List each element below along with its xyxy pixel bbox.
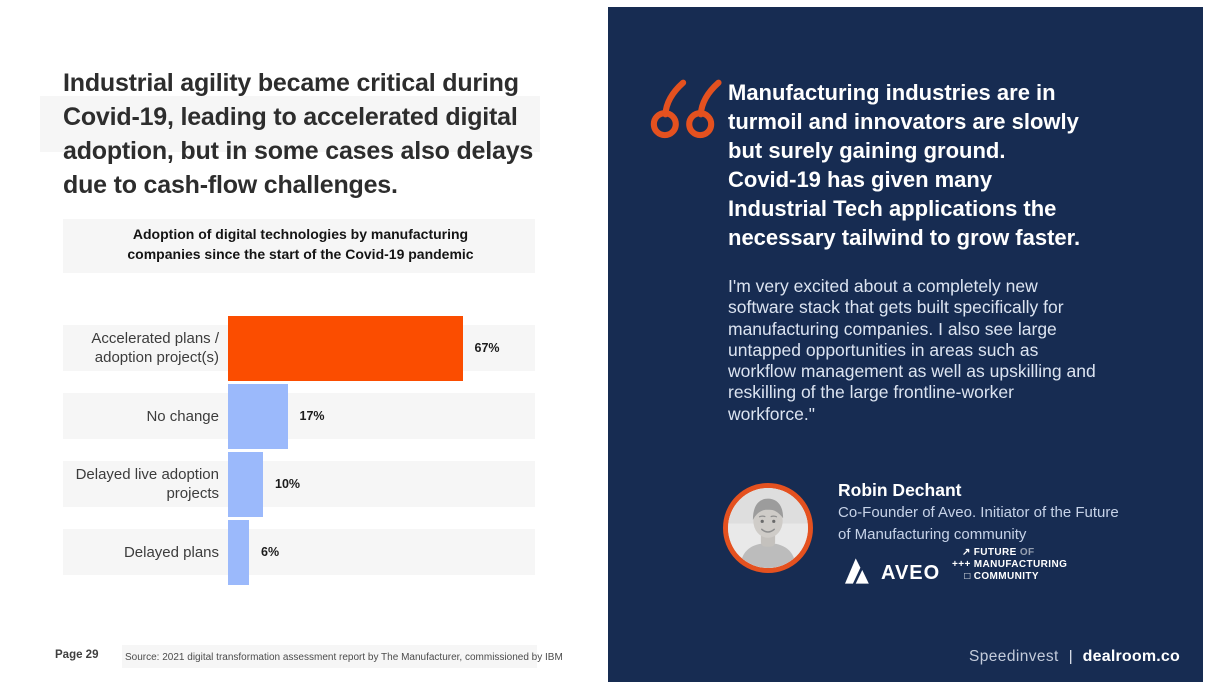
aveo-mountain-icon: [845, 557, 873, 589]
author-title: Co-Founder of Aveo. Initiator of the Fut…: [838, 504, 1119, 543]
panel-footer: Speedinvest | dealroom.co: [969, 648, 1180, 666]
bar: [228, 315, 463, 381]
bar-category-label: No change: [146, 407, 219, 425]
arrow-up-right-icon: ↗: [961, 547, 971, 558]
speedinvest-logo-text: Speedinvest: [969, 648, 1059, 665]
bar-track: 67%: [228, 315, 593, 381]
page-number: Page 29: [55, 649, 99, 661]
bar-chart: Accelerated plans / adoption project(s) 6…: [63, 314, 593, 586]
plus-signs-icon: +++: [952, 559, 971, 570]
bar: [228, 451, 263, 517]
background-stripe: [63, 219, 535, 273]
avatar: [723, 483, 813, 573]
bar-category-label: Delayed live adoption projects: [75, 466, 219, 502]
aveo-logo: AVEO: [845, 557, 940, 589]
chart-row: Delayed plans 6%: [63, 518, 593, 586]
bar-category-label: Delayed plans: [123, 543, 219, 561]
left-page: Industrial agility became critical durin…: [0, 0, 608, 690]
bar-value-label: 67%: [474, 341, 500, 355]
author-name: Robin Dechant: [838, 480, 962, 500]
chart-row: No change 17%: [63, 382, 593, 450]
chart-title: Adoption of digital technologies by manu…: [127, 226, 474, 262]
chart-row: Accelerated plans / adoption project(s) 6…: [63, 314, 593, 382]
bar-value-label: 17%: [299, 409, 325, 423]
quote-panel: Manufacturing industries are in turmoil …: [608, 7, 1203, 682]
footer-divider: |: [1068, 648, 1073, 665]
source-note: Source: 2021 digital transformation asse…: [125, 652, 563, 663]
square-icon: □: [964, 571, 971, 582]
bar-value-label: 6%: [261, 545, 280, 559]
future-of-manufacturing-logo: ↗ FUTURE OF +++ MANUFACTURING □ COMMUNIT…: [952, 547, 1067, 582]
bar-track: 17%: [228, 383, 593, 449]
background-stripe: [122, 645, 537, 668]
bar: [228, 519, 249, 585]
background-stripe: [40, 96, 540, 152]
quote-highlight-text: Manufacturing industries are in turmoil …: [728, 80, 1081, 250]
quote-body-text: I'm very excited about a completely new …: [728, 276, 1096, 424]
bar-track: 6%: [228, 519, 593, 585]
fom-line3: COMMUNITY: [973, 571, 1039, 582]
bar-value-label: 10%: [275, 477, 301, 491]
fom-line2: MANUFACTURING: [973, 559, 1068, 570]
page-title: Industrial agility became critical durin…: [63, 69, 534, 199]
dealroom-logo-text: dealroom.co: [1082, 648, 1180, 665]
aveo-logo-text: AVEO: [881, 561, 941, 584]
quotation-marks-icon: [650, 79, 726, 145]
bar: [228, 383, 288, 449]
bar-track: 10%: [228, 451, 593, 517]
chart-row: Delayed live adoption projects 10%: [63, 450, 593, 518]
fom-line1: FUTURE OF: [973, 547, 1035, 558]
bar-category-label: Accelerated plans / adoption project(s): [91, 330, 219, 366]
